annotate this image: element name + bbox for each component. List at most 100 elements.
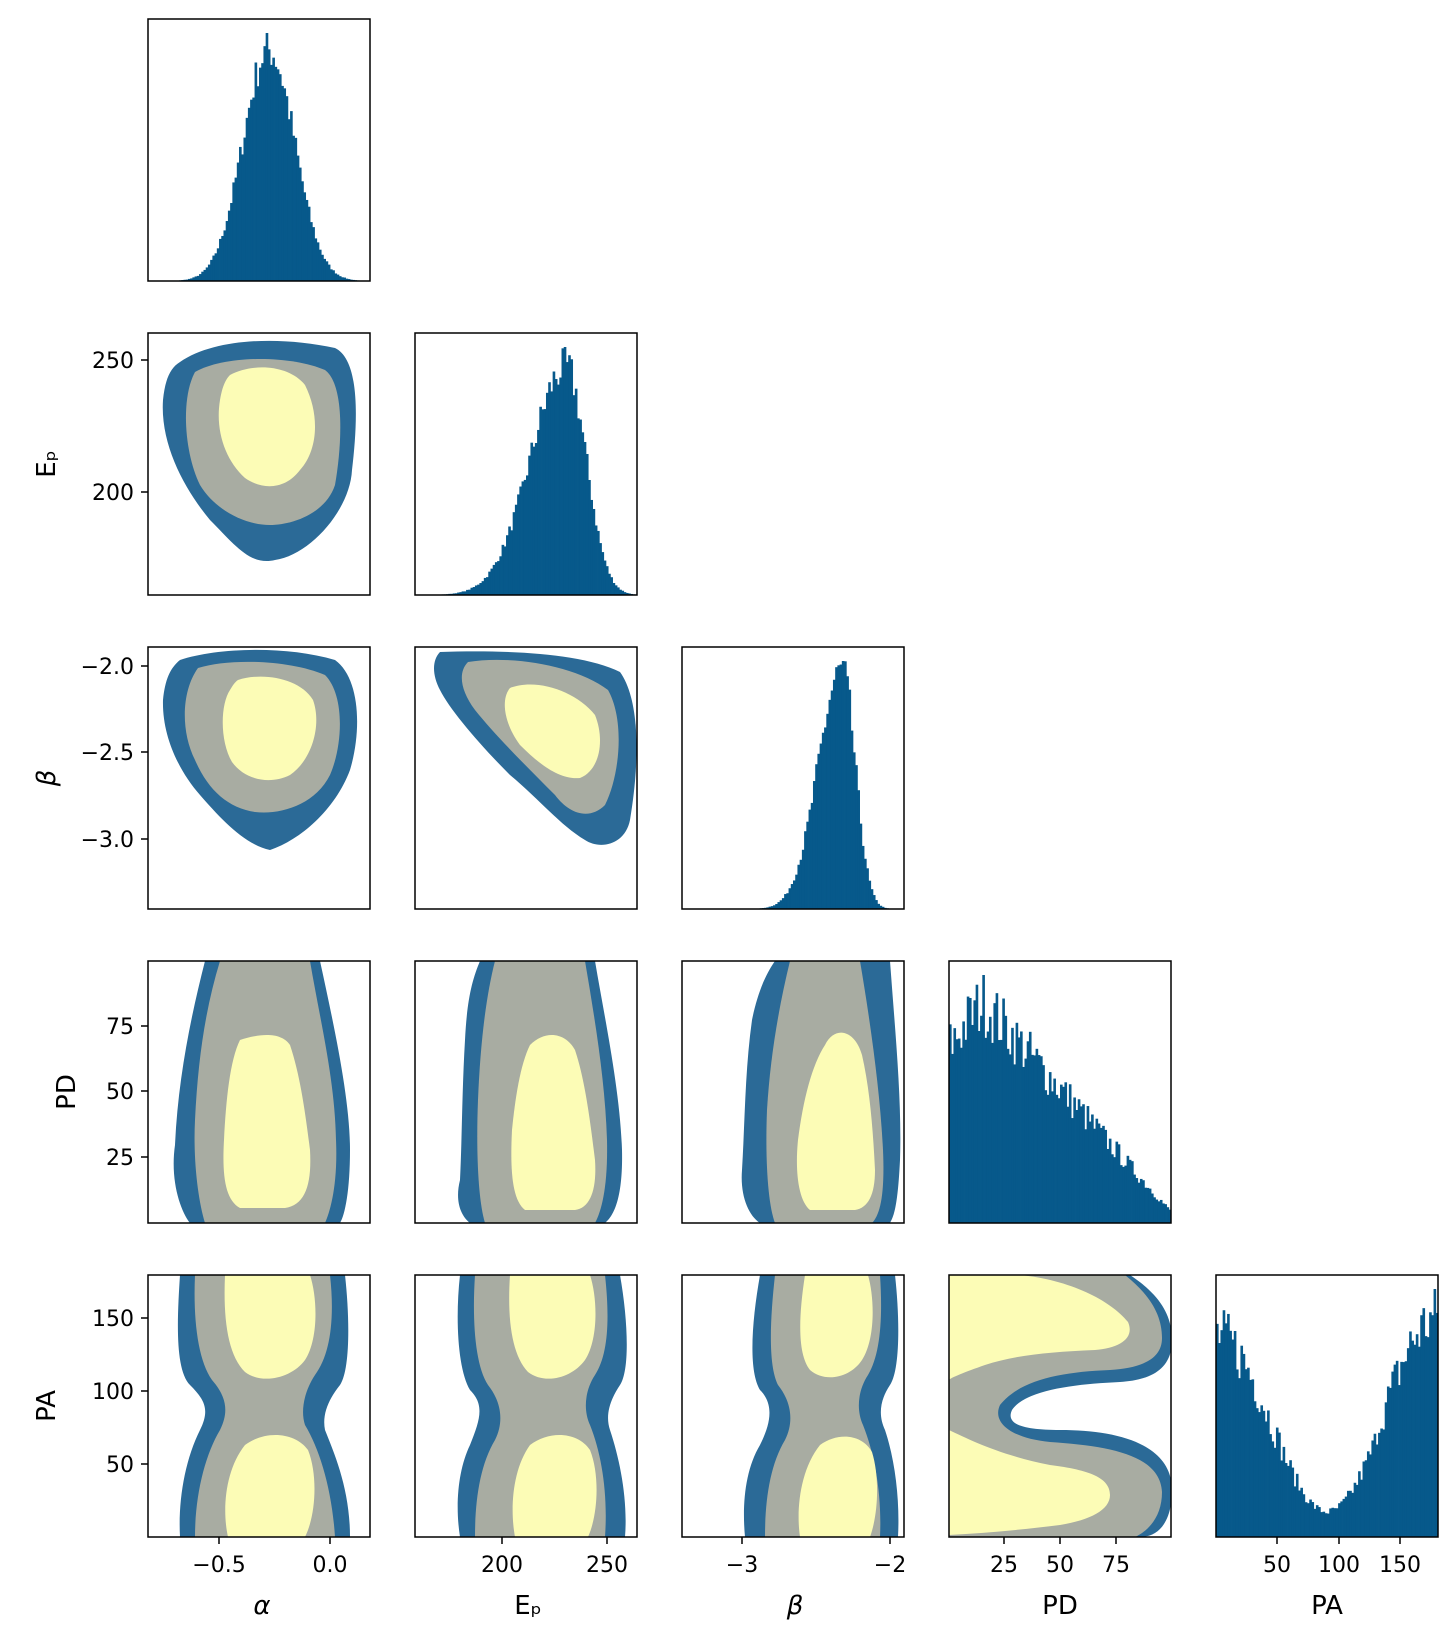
frame-Ep-alpha	[147, 332, 371, 596]
histogram-bar	[194, 276, 198, 281]
histogram-bar	[1011, 1027, 1014, 1223]
histogram-bar	[1146, 1187, 1150, 1223]
histogram-bar	[499, 556, 502, 595]
histogram-bar	[1082, 1104, 1085, 1223]
histogram-bar	[1066, 1106, 1070, 1223]
histogram-bar	[526, 475, 529, 595]
histogram-bar	[766, 907, 769, 909]
histogram-bar	[1260, 1405, 1264, 1537]
histogram-bar	[614, 585, 618, 595]
histogram-bar	[234, 177, 238, 281]
histogram-bar	[232, 182, 235, 281]
x-tick-label: 100	[1318, 1553, 1360, 1578]
histogram-bar	[795, 874, 798, 909]
histogram-bar	[294, 137, 298, 281]
histogram-bar	[192, 277, 196, 281]
histogram-bar	[1097, 1123, 1101, 1223]
histogram-bar	[1426, 1337, 1430, 1537]
histogram-bar	[1275, 1427, 1279, 1537]
histogram-bar	[1355, 1484, 1359, 1537]
histogram-bar	[1340, 1501, 1343, 1537]
histogram-bar	[1073, 1097, 1076, 1223]
histogram-bar	[1068, 1084, 1072, 1223]
x-axis-label-alpha: α	[253, 1591, 270, 1621]
histogram-bar	[321, 254, 324, 281]
histogram-bar	[1144, 1187, 1147, 1223]
histogram-bar	[1315, 1505, 1319, 1537]
x-tick-label: −0.5	[192, 1553, 245, 1578]
histogram-bar	[1258, 1412, 1261, 1537]
histogram-bar	[225, 221, 229, 281]
histogram-bar	[1264, 1421, 1268, 1537]
histogram-bar	[1229, 1330, 1232, 1537]
histogram-bar	[1222, 1310, 1226, 1537]
histogram-bar	[557, 384, 560, 595]
histogram-bar	[1042, 1065, 1045, 1223]
histogram-bar	[254, 62, 258, 282]
x-axis-label-PD: PD	[1042, 1591, 1078, 1621]
histogram-bar	[345, 278, 349, 281]
histogram-bar	[1391, 1371, 1394, 1537]
histogram-Ep	[415, 347, 638, 595]
histogram-bar	[784, 894, 787, 909]
histogram-bar	[494, 562, 498, 595]
x-tick-label: −2	[874, 1553, 906, 1578]
histogram-bar	[1280, 1460, 1283, 1537]
histogram-bar	[501, 544, 505, 595]
histogram-bar	[470, 587, 474, 595]
histogram-bar	[1424, 1336, 1428, 1537]
histogram-bar	[479, 583, 482, 595]
histogram-bar	[955, 1039, 959, 1223]
histogram-bar	[1333, 1508, 1337, 1537]
histogram-bar	[281, 85, 284, 282]
histogram-bar	[1111, 1154, 1114, 1223]
histogram-bar	[477, 584, 480, 595]
contour-inner	[224, 1275, 316, 1537]
histogram-bar	[243, 137, 247, 281]
histogram-bar	[846, 676, 849, 909]
histogram-bar	[287, 119, 291, 281]
contour-PA-vs-beta	[743, 1275, 899, 1537]
histogram-bar	[968, 997, 972, 1223]
histogram-bar	[1093, 1128, 1096, 1223]
histogram-bar	[1216, 1323, 1219, 1537]
x-axis-alpha: −0.5 0.0	[192, 1537, 348, 1578]
histogram-bar	[1342, 1498, 1346, 1537]
x-tick-label: 75	[1102, 1553, 1130, 1578]
histogram-bar	[605, 566, 609, 595]
histogram-bar	[263, 46, 267, 281]
histogram-bar	[768, 906, 772, 909]
histogram-bar	[530, 442, 534, 595]
contour-PD-vs-beta	[741, 961, 901, 1223]
histogram-bar	[625, 592, 629, 595]
histogram-bar	[1418, 1346, 1421, 1537]
histogram-bar	[594, 525, 598, 595]
histogram-bar	[1004, 1015, 1008, 1223]
histogram-bar	[1091, 1114, 1094, 1223]
histogram-bar	[1044, 1090, 1048, 1223]
histogram-bar	[997, 1040, 1001, 1223]
histogram-bar	[307, 206, 311, 281]
histogram-bar	[1137, 1182, 1141, 1223]
histogram-bar	[1108, 1138, 1112, 1223]
histogram-bar	[1064, 1082, 1068, 1223]
histogram-bar	[779, 900, 783, 909]
histogram-bar	[879, 905, 883, 909]
histogram-bar	[452, 593, 456, 595]
histogram-bar	[466, 589, 469, 595]
frame-beta-Ep	[414, 646, 638, 910]
histogram-bar	[1267, 1410, 1270, 1537]
histogram-bar	[305, 199, 309, 281]
histogram-bar	[343, 277, 346, 281]
histogram-bar	[949, 1024, 952, 1223]
histogram-bar	[777, 902, 781, 909]
histogram-bar	[1406, 1348, 1410, 1537]
histogram-bar	[1304, 1502, 1308, 1537]
histogram-bar	[1313, 1508, 1317, 1537]
histogram-bar	[1106, 1148, 1110, 1223]
histogram-bar	[788, 888, 792, 909]
histogram-bar	[1293, 1486, 1297, 1537]
histogram-bar	[290, 111, 293, 281]
histogram-bar	[592, 508, 596, 595]
histogram-bar	[1382, 1429, 1386, 1537]
